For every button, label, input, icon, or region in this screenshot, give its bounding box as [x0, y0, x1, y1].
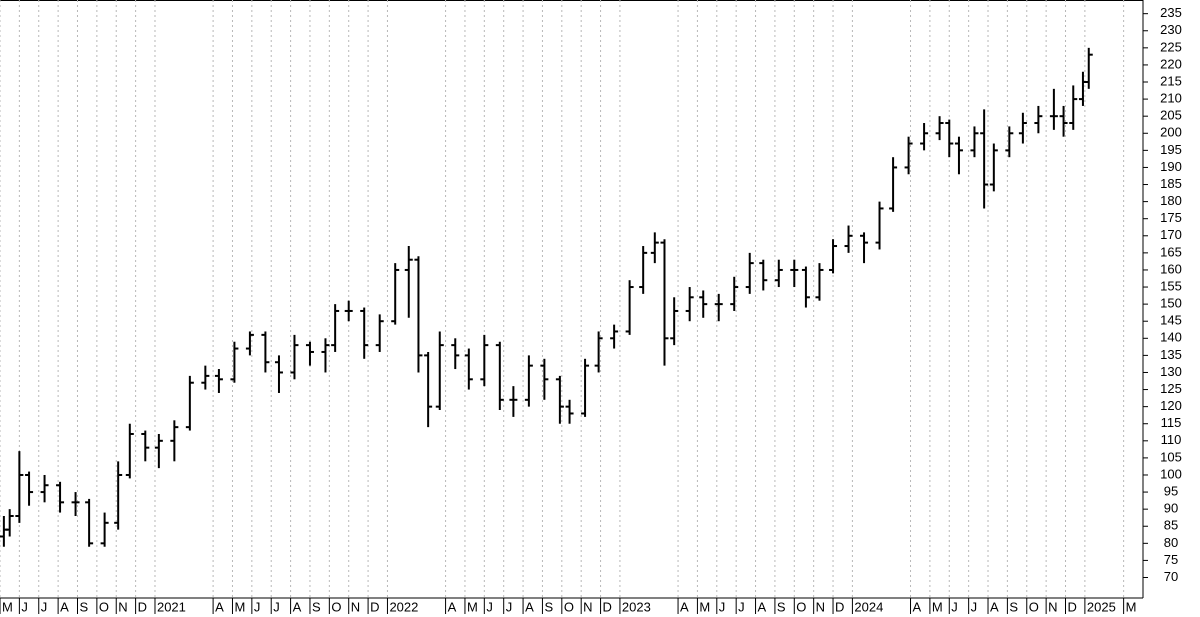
x-tick-label: M — [234, 599, 245, 614]
y-tick-label: 100 — [1160, 466, 1182, 481]
x-tick-label: M — [467, 599, 478, 614]
y-tick-label: 105 — [1160, 449, 1182, 464]
x-tick-label: M — [932, 599, 943, 614]
y-tick-label: 120 — [1160, 398, 1182, 413]
x-tick-label: D — [603, 599, 612, 614]
y-tick-label: 225 — [1160, 39, 1182, 54]
y-tick-label: 205 — [1160, 108, 1182, 123]
y-tick-label: 110 — [1161, 432, 1182, 447]
x-tick-label: 2021 — [157, 599, 186, 614]
y-tick-label: 90 — [1164, 501, 1178, 516]
x-tick-label: J — [971, 599, 978, 614]
x-tick-label: A — [215, 599, 224, 614]
x-tick-label: N — [583, 599, 592, 614]
x-tick-label: D — [835, 599, 844, 614]
y-tick-label: 155 — [1160, 278, 1182, 293]
x-tick-label: D — [370, 599, 379, 614]
x-tick-label: N — [816, 599, 825, 614]
y-tick-label: 140 — [1160, 330, 1182, 345]
x-tick-label: A — [990, 599, 999, 614]
y-tick-label: 180 — [1160, 193, 1182, 208]
y-tick-label: 95 — [1164, 484, 1178, 499]
x-tick-label: J — [273, 599, 280, 614]
y-tick-label: 85 — [1164, 518, 1178, 533]
x-tick-label: N — [351, 599, 360, 614]
x-tick-label: D — [138, 599, 147, 614]
y-tick-label: 125 — [1160, 381, 1182, 396]
y-tick-label: 220 — [1160, 56, 1182, 71]
y-tick-label: 135 — [1160, 347, 1182, 362]
x-tick-label: 2024 — [854, 599, 883, 614]
x-tick-label: J — [486, 599, 493, 614]
x-tick-label: 2023 — [622, 599, 651, 614]
y-tick-label: 160 — [1160, 261, 1182, 276]
x-tick-label: O — [796, 599, 806, 614]
x-tick-label: 2025 — [1087, 599, 1116, 614]
y-tick-label: 80 — [1164, 535, 1178, 550]
x-tick-label: A — [293, 599, 302, 614]
y-tick-label: 190 — [1160, 159, 1182, 174]
y-tick-label: 165 — [1160, 244, 1182, 259]
x-tick-label: J — [738, 599, 745, 614]
y-tick-label: 185 — [1160, 176, 1182, 191]
y-tick-label: 115 — [1161, 415, 1182, 430]
x-tick-label: N — [118, 599, 127, 614]
x-tick-label: J — [21, 599, 28, 614]
y-tick-label: 150 — [1160, 296, 1182, 311]
x-tick-label: S — [79, 599, 88, 614]
x-tick-label: J — [719, 599, 726, 614]
x-tick-label: M — [1126, 599, 1137, 614]
grid-layer — [0, 0, 1125, 598]
y-tick-label: 145 — [1160, 313, 1182, 328]
x-tick-label: A — [60, 599, 69, 614]
x-tick-label: M — [2, 599, 13, 614]
x-tick-label: O — [99, 599, 109, 614]
x-tick-label: J — [951, 599, 958, 614]
y-tick-label: 70 — [1164, 569, 1178, 584]
price-bars — [0, 47, 1093, 547]
x-tick-label: A — [758, 599, 767, 614]
x-tick-label: D — [1068, 599, 1077, 614]
x-tick-label: S — [1009, 599, 1018, 614]
y-tick-label: 215 — [1160, 73, 1182, 88]
x-tick-label: J — [506, 599, 513, 614]
x-tick-label: S — [544, 599, 553, 614]
y-tick-label: 230 — [1160, 22, 1182, 37]
y-tick-label: 195 — [1160, 142, 1182, 157]
x-tick-label: O — [1029, 599, 1039, 614]
x-tick-label: J — [254, 599, 261, 614]
x-tick-label: S — [777, 599, 786, 614]
x-tick-label: O — [331, 599, 341, 614]
x-tick-label: A — [680, 599, 689, 614]
x-tick-label: A — [525, 599, 534, 614]
y-tick-label: 75 — [1164, 552, 1178, 567]
y-tick-label: 210 — [1160, 91, 1182, 106]
x-tick-label: M — [699, 599, 710, 614]
x-tick-label: J — [41, 599, 48, 614]
y-tick-label: 170 — [1160, 227, 1182, 242]
x-tick-label: 2022 — [389, 599, 418, 614]
y-tick-label: 235 — [1160, 5, 1182, 20]
y-tick-label: 175 — [1160, 210, 1182, 225]
x-tick-label: O — [564, 599, 574, 614]
x-tick-label: N — [1048, 599, 1057, 614]
x-tick-label: S — [312, 599, 321, 614]
x-tick-label: A — [448, 599, 457, 614]
y-tick-label: 200 — [1160, 125, 1182, 140]
x-tick-label: A — [913, 599, 922, 614]
y-tick-label: 130 — [1160, 364, 1182, 379]
